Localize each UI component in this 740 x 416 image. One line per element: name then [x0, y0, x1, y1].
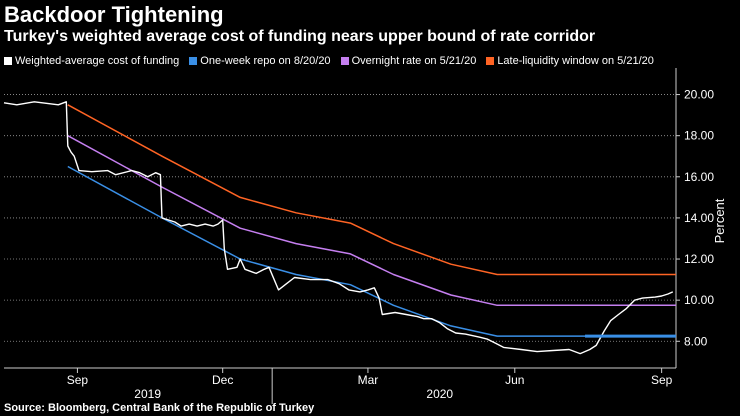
x-tick-label: Sep [651, 373, 673, 387]
legend-item-overnight: Overnight rate on 5/21/20 [340, 55, 477, 67]
y-axis-title: Percent [712, 198, 727, 243]
legend: Weighted-average cost of funding One-wee… [4, 55, 654, 67]
legend-item-late-liquidity: Late-liquidity window on 5/21/20 [486, 55, 654, 67]
y-tick-label: 18.00 [684, 129, 714, 143]
year-label: 2019 [134, 387, 161, 401]
x-tick-label: Mar [358, 373, 379, 387]
legend-swatch-repo [189, 57, 198, 65]
y-tick-label: 16.00 [684, 170, 714, 184]
series-line-overnight [67, 135, 676, 307]
chart-title: Backdoor Tightening [4, 2, 224, 27]
y-tick-label: 14.00 [684, 211, 714, 225]
legend-item-repo: One-week repo on 8/20/20 [189, 55, 331, 67]
source-note: Source: Bloomberg, Central Bank of the R… [4, 402, 315, 414]
series-line-late-liquidity [67, 104, 676, 276]
legend-swatch-wacf [4, 57, 12, 65]
y-tick-label: 10.00 [684, 293, 714, 307]
legend-swatch-overnight [340, 57, 349, 65]
series-line-wacf [3, 101, 674, 355]
legend-item-wacf: Weighted-average cost of funding [4, 55, 179, 67]
x-tick-label: Sep [67, 373, 89, 387]
chart-subtitle: Turkey's weighted average cost of fundin… [4, 28, 596, 45]
y-tick-label: 8.00 [684, 334, 708, 348]
year-label: 2020 [426, 387, 453, 401]
legend-swatch-late-liquidity [486, 57, 495, 65]
y-tick-label: 12.00 [684, 252, 714, 266]
x-tick-label: Jun [505, 373, 524, 387]
x-tick-label: Dec [212, 373, 233, 387]
legend-label-late-liquidity: Late-liquidity window on 5/21/20 [497, 55, 654, 67]
series-line-repo [67, 165, 676, 337]
legend-label-overnight: Overnight rate on 5/21/20 [351, 55, 477, 67]
y-tick-label: 20.00 [684, 88, 714, 102]
legend-label-wacf: Weighted-average cost of funding [15, 55, 180, 67]
legend-label-repo: One-week repo on 8/20/20 [200, 55, 331, 67]
